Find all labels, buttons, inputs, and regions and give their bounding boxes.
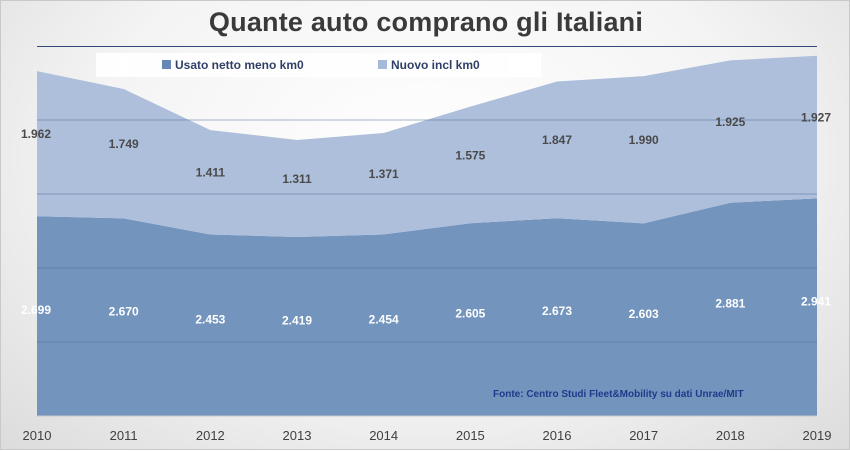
- legend: Usato netto meno km0 Nuovo incl km0: [96, 53, 541, 77]
- x-tick-label: 2015: [456, 428, 485, 443]
- x-tick-label: 2011: [110, 428, 138, 443]
- x-tick-label: 2017: [629, 428, 658, 443]
- area-nuovo: [37, 55, 817, 237]
- data-label-usato: 2.670: [109, 304, 139, 318]
- legend-entry-usato: Usato netto meno km0: [162, 58, 304, 72]
- data-label-nuovo: 1.575: [455, 148, 485, 162]
- data-label-nuovo: 1.311: [282, 172, 312, 186]
- chart-title: Quante auto comprano gli Italiani: [208, 7, 644, 37]
- data-label-nuovo: 1.990: [629, 133, 659, 147]
- x-tick-label: 2019: [803, 428, 832, 443]
- data-label-usato: 2.673: [542, 304, 572, 318]
- x-tick-label: 2012: [196, 428, 225, 443]
- legend-entry-nuovo: Nuovo incl km0: [378, 58, 480, 72]
- legend-label-usato: Usato netto meno km0: [175, 58, 304, 72]
- data-label-nuovo: 1.927: [801, 110, 831, 124]
- x-tick-label: 2013: [283, 428, 312, 443]
- x-tick-label: 2014: [369, 428, 398, 443]
- data-label-nuovo: 1.749: [109, 137, 139, 151]
- data-label-usato: 2.454: [369, 312, 399, 326]
- data-label-usato: 2.699: [21, 303, 51, 317]
- data-label-nuovo: 1.411: [196, 166, 226, 180]
- x-tick-label: 2010: [23, 428, 52, 443]
- x-tick-label: 2016: [543, 428, 572, 443]
- data-label-nuovo: 1.847: [542, 133, 572, 147]
- legend-swatch-nuovo: [378, 60, 387, 69]
- data-label-nuovo: 1.925: [715, 115, 745, 129]
- data-label-usato: 2.603: [629, 307, 659, 321]
- legend-label-nuovo: Nuovo incl km0: [391, 58, 480, 72]
- data-label-usato: 2.453: [195, 312, 225, 326]
- title-rule: [37, 46, 817, 47]
- x-tick-label: 2018: [716, 428, 745, 443]
- source-note: Fonte: Centro Studi Fleet&Mobility su da…: [493, 389, 744, 400]
- data-label-nuovo: 1.371: [369, 167, 399, 181]
- area-usato: [37, 198, 817, 416]
- legend-swatch-usato: [162, 60, 171, 69]
- data-label-nuovo: 1.962: [21, 127, 51, 141]
- data-label-usato: 2.605: [455, 307, 485, 321]
- data-label-usato: 2.941: [801, 294, 831, 308]
- data-label-usato: 2.881: [715, 296, 745, 310]
- data-label-usato: 2.419: [282, 314, 312, 328]
